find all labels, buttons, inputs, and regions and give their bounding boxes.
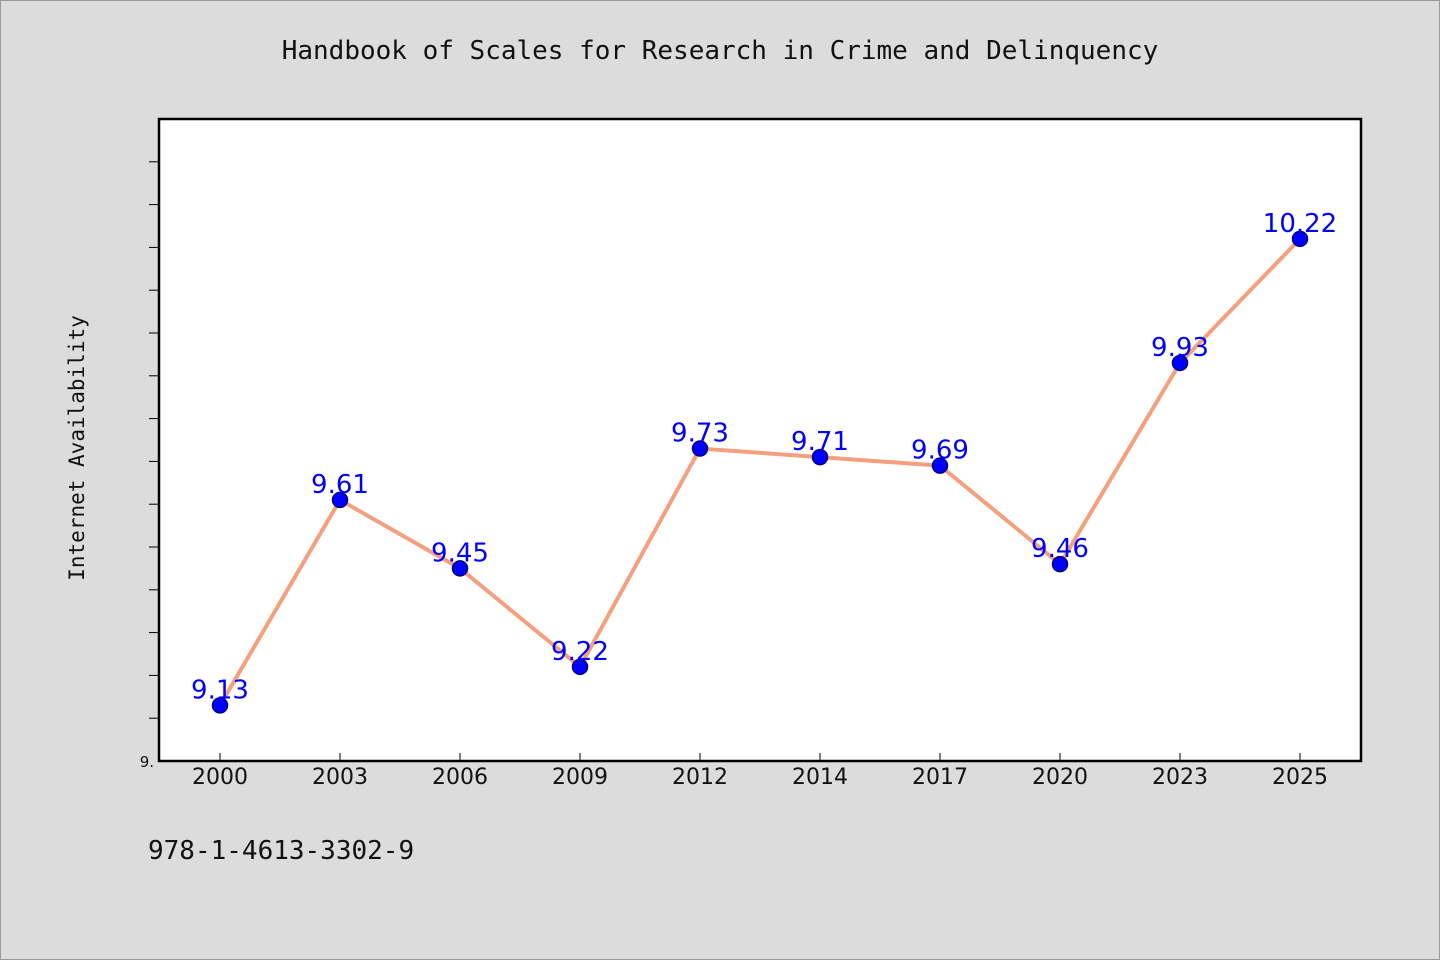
y-tick-label: 9. [140, 753, 154, 771]
x-axis-ticks: 2000 2003 2006 2009 2012 2014 2017 2020 2023 2025 [192, 753, 1328, 790]
data-point-label: 9.46 [1031, 534, 1089, 564]
y-axis-ticks: 9. [140, 161, 159, 771]
data-point-marker [1291, 230, 1309, 248]
x-tick-label: 2023 [1152, 765, 1208, 790]
data-point-marker [691, 440, 709, 457]
data-point-label: 9.45 [431, 538, 489, 568]
chart-title: Handbook of Scales for Research in Crime… [281, 36, 1159, 66]
x-tick-label: 2009 [552, 765, 608, 790]
data-point-marker [931, 457, 949, 474]
x-tick-label: 2020 [1032, 765, 1088, 790]
x-tick-label: 2000 [192, 765, 248, 790]
data-point-label: 9.69 [911, 436, 969, 466]
series-line [218, 237, 1302, 707]
data-point-marker [571, 658, 589, 676]
data-point-marker [1171, 354, 1189, 372]
data-point-label: 9.93 [1151, 333, 1209, 363]
data-point-marker [331, 491, 349, 509]
data-point-label: 9.13 [191, 675, 249, 705]
data-point-marker [811, 448, 829, 466]
x-tick-label: 2025 [1272, 765, 1328, 790]
data-point-label: 9.61 [311, 470, 369, 500]
x-tick-label: 2012 [672, 765, 728, 790]
series-markers [211, 230, 1309, 714]
data-point-label: 10.22 [1263, 209, 1337, 239]
data-point-marker [1051, 555, 1069, 573]
data-point-marker [211, 697, 229, 714]
data-point-marker [451, 560, 469, 577]
x-tick-label: 2017 [912, 765, 968, 790]
data-point-label: 9.73 [671, 419, 729, 449]
x-tick-label: 2006 [432, 765, 488, 790]
footnote-isbn: 978-1-4613-3302-9 [148, 836, 415, 866]
plot-area [157, 117, 1363, 763]
data-point-label: 9.22 [551, 637, 609, 667]
data-labels: 9.13 9.61 9.45 9.22 9.73 9.71 9.69 9.46 9.93 10.2… [191, 209, 1337, 706]
x-tick-label: 2003 [312, 765, 368, 790]
data-point-label: 9.71 [791, 427, 849, 457]
x-tick-label: 2014 [792, 765, 848, 790]
